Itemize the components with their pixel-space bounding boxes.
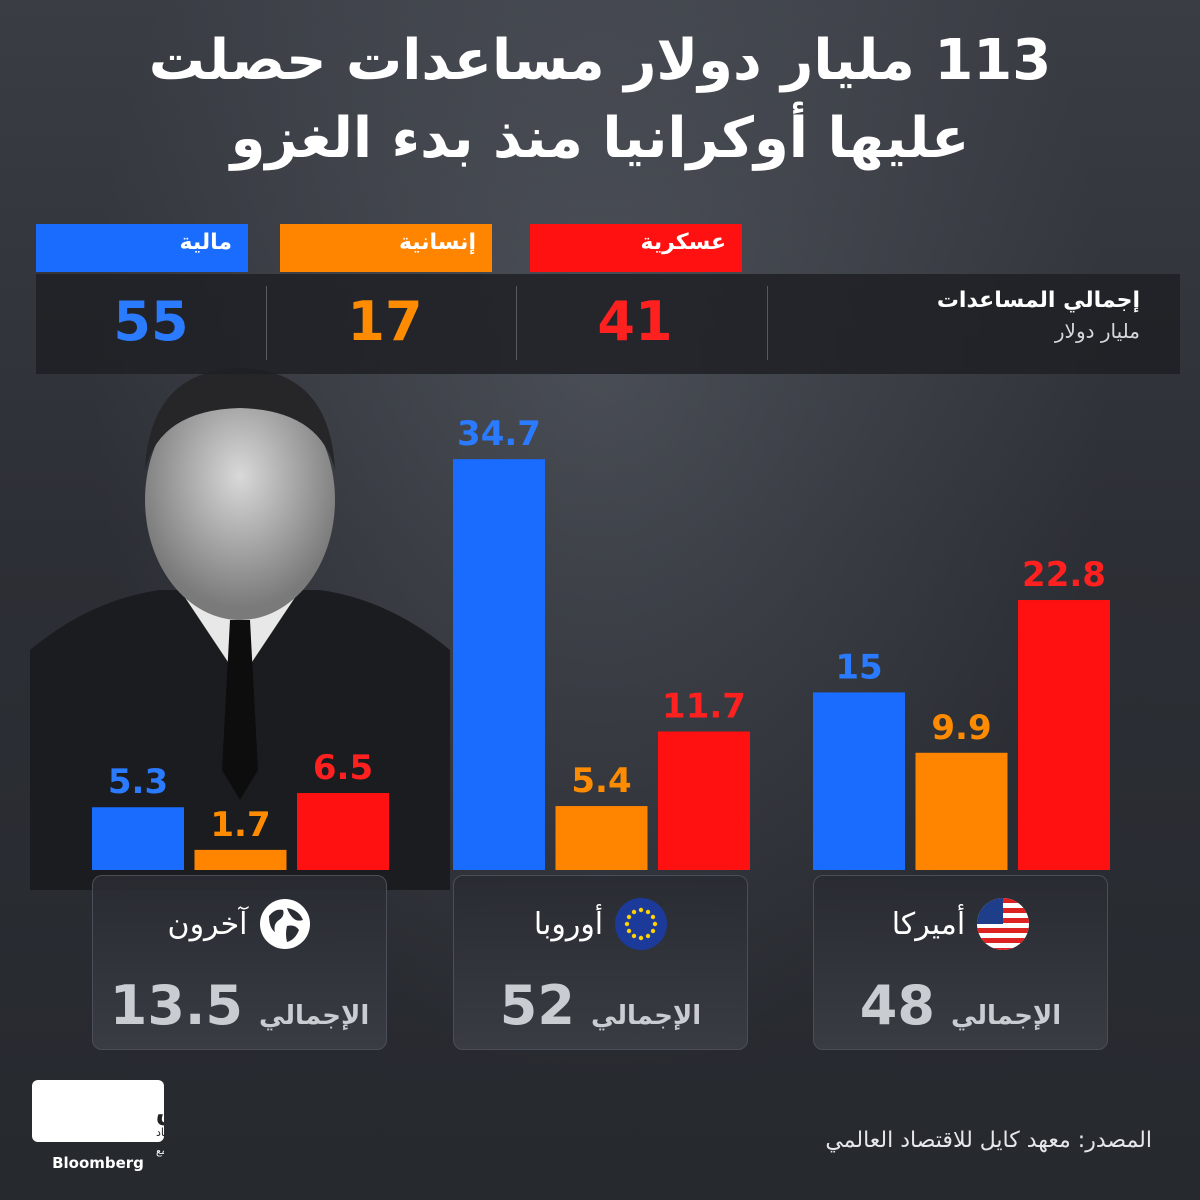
card-europe-name: أوروبا — [533, 906, 604, 942]
value-label-europe-military: 11.7 — [662, 686, 746, 726]
card-europe-total: 52 — [499, 974, 575, 1037]
bar-america-humanitarian — [915, 752, 1008, 870]
totals-divider — [266, 286, 267, 360]
bar-america-financial — [813, 692, 905, 870]
bar-others-military — [297, 793, 389, 870]
card-america-total-label: الإجمالي — [950, 1001, 1062, 1031]
value-label-america-military: 22.8 — [1022, 555, 1106, 595]
title-line-2: عليها أوكرانيا منذ بدء الغزو — [230, 106, 970, 171]
card-others-name: آخرون — [167, 906, 248, 942]
card-europe: أوروبا الإجمالي 52 — [453, 875, 748, 1050]
logo-sub: اقتصاد — [156, 1126, 164, 1139]
bar-europe-humanitarian — [555, 806, 648, 870]
bar-others-humanitarian — [194, 849, 287, 870]
bar-europe-military — [658, 731, 750, 870]
totals-label-title: إجمالي المساعدات — [936, 288, 1140, 313]
logo-with: مع — [156, 1146, 164, 1157]
value-label-others-financial: 5.3 — [108, 762, 168, 802]
legend-financial: مالية — [36, 224, 248, 272]
card-others-total: 13.5 — [109, 974, 243, 1037]
totals-panel — [36, 274, 1180, 374]
title-line-1: 113 مليار دولار مساعدات حصلت — [148, 28, 1052, 93]
card-others: آخرون الإجمالي 13.5 — [92, 875, 387, 1050]
globe-icon — [259, 898, 311, 950]
value-label-others-humanitarian: 1.7 — [210, 805, 270, 845]
card-america: أميركا الإجمالي 48 — [813, 875, 1108, 1050]
totals-unit: مليار دولار — [1054, 319, 1140, 343]
value-label-america-financial: 15 — [835, 647, 882, 687]
asharq-bloomberg-logo: الشرق اقتصاد مع Bloomberg — [32, 1080, 241, 1172]
card-europe-total-label: الإجمالي — [590, 1001, 702, 1031]
total-military: 41 — [597, 290, 673, 353]
bar-europe-financial — [453, 459, 545, 870]
totals-divider — [767, 286, 768, 360]
value-label-europe-financial: 34.7 — [457, 414, 541, 454]
totals-divider — [516, 286, 517, 360]
chart-title: 113 مليار دولار مساعدات حصلت عليها أوكرا… — [60, 22, 1140, 178]
bar-others-financial — [92, 807, 184, 870]
logo-brand: Bloomberg — [52, 1154, 144, 1172]
total-humanitarian: 17 — [347, 290, 423, 353]
value-label-america-humanitarian: 9.9 — [931, 708, 991, 748]
total-financial: 55 — [113, 290, 189, 353]
us-flag-icon — [977, 898, 1030, 950]
legend-military: عسكرية — [530, 224, 742, 272]
source-note: المصدر: معهد كايل للاقتصاد العالمي — [825, 1128, 1152, 1153]
legend-humanitarian: إنسانية — [280, 224, 492, 272]
card-america-name: أميركا — [891, 906, 966, 942]
totals-label: إجمالي المساعدات مليار دولار — [937, 288, 1140, 343]
value-label-others-military: 6.5 — [313, 748, 373, 788]
logo-name: الشرق — [156, 1097, 164, 1127]
card-america-total: 48 — [859, 974, 935, 1037]
bar-america-military — [1018, 600, 1110, 870]
card-others-total-label: الإجمالي — [258, 1001, 370, 1031]
eu-flag-icon — [615, 898, 668, 950]
value-label-europe-humanitarian: 5.4 — [571, 761, 631, 801]
